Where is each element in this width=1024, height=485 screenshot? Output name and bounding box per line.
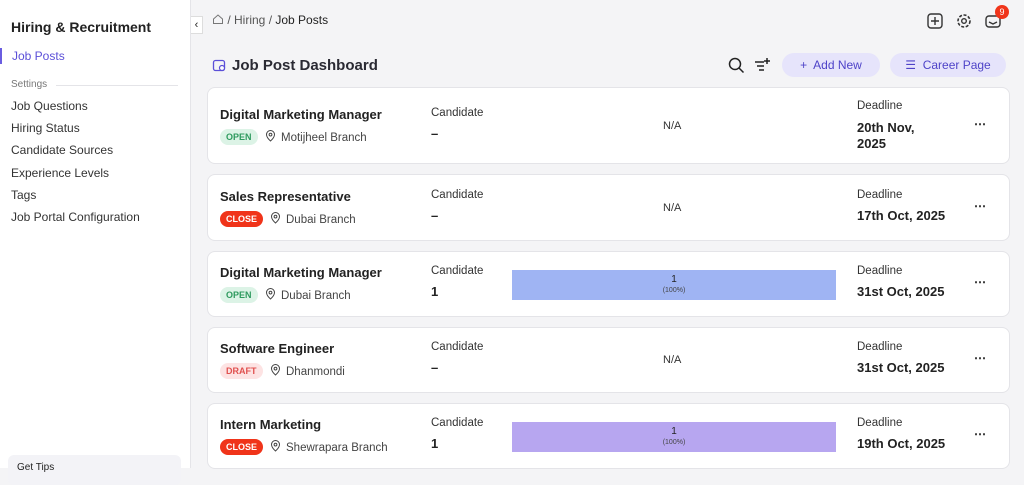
job-card[interactable]: Digital Marketing Manager OPEN Motijheel B… <box>207 87 1010 164</box>
crumb-current: Job Posts <box>275 13 329 27</box>
deadline-date: 19th Oct, 2025 <box>857 436 946 451</box>
deadline-date: 31st Oct, 2025 <box>857 284 945 299</box>
location-text: Motijheel Branch <box>281 131 367 144</box>
location-text: Dubai Branch <box>281 290 351 302</box>
candidate-count: – <box>431 360 439 375</box>
candidate-count: – <box>431 207 439 223</box>
more-menu[interactable]: ⋯ <box>974 351 986 365</box>
notification-badge: 9 <box>995 5 1009 19</box>
deadline-label: Deadline <box>857 417 903 429</box>
deadline-date: 17th Oct, 2025 <box>857 207 946 223</box>
candidate-label: Candidate <box>431 417 484 429</box>
location: Shewrapara Branch <box>270 440 388 454</box>
candidate-count: 1 <box>431 436 439 451</box>
more-menu[interactable]: ⋯ <box>974 116 986 131</box>
nav-item[interactable]: Experience Levels <box>11 165 110 180</box>
more-menu[interactable]: ⋯ <box>974 198 986 213</box>
deadline-label: Deadline <box>857 265 903 277</box>
breadcrumb: / Hiring / Job Posts <box>212 13 328 27</box>
location: Dhanmondi <box>270 364 345 378</box>
job-card[interactable]: Digital Marketing Manager OPEN Dubai Branc… <box>207 251 1010 317</box>
career-page-button[interactable]: ☰ Career Page <box>890 53 1006 77</box>
dashboard-icon <box>212 59 226 72</box>
location-text: Dhanmondi <box>286 366 345 378</box>
job-card[interactable]: Intern Marketing CLOSE Shewrapara Branch Ca… <box>207 403 1010 469</box>
inbox-icon[interactable] <box>984 12 1002 30</box>
sidebar-title: Hiring & Recruitment <box>11 19 152 35</box>
progress-empty: N/A <box>663 119 682 132</box>
location: Dubai Branch <box>270 211 356 226</box>
nav-item[interactable]: Job Questions <box>11 99 88 113</box>
status-badge: OPEN <box>220 287 258 303</box>
crumb[interactable]: Hiring <box>234 13 266 27</box>
search-icon[interactable] <box>728 57 745 74</box>
status-badge: DRAFT <box>220 363 263 379</box>
collapse-button[interactable]: ‹ <box>191 16 203 34</box>
tips-box[interactable]: Get Tips <box>8 455 181 485</box>
more-menu[interactable]: ⋯ <box>974 275 986 289</box>
location: Dubai Branch <box>265 288 351 302</box>
button-label: Add New <box>813 58 862 72</box>
location: Motijheel Branch <box>265 129 367 144</box>
filter-icon[interactable] <box>753 56 771 74</box>
progress-share: (100%) <box>662 287 686 294</box>
candidate-label: Candidate <box>431 106 484 119</box>
candidate-label: Candidate <box>431 265 484 277</box>
nav-item[interactable]: Job Portal Configuration <box>11 210 140 224</box>
progress-empty: N/A <box>663 201 682 214</box>
home-icon[interactable] <box>212 13 224 25</box>
sidebar: Hiring & Recruitment Job Posts Settings … <box>0 0 191 485</box>
add-new-button[interactable]: + Add New <box>782 53 880 77</box>
location-text: Shewrapara Branch <box>286 442 388 454</box>
settings-icon[interactable] <box>955 12 973 30</box>
job-title: Digital Marketing Manager <box>220 265 382 280</box>
job-title: Sales Representative <box>220 188 351 204</box>
job-card[interactable]: Software Engineer DRAFT Dhanmondi Candidate… <box>207 327 1010 393</box>
add-icon[interactable] <box>926 12 944 30</box>
deadline-date: 31st Oct, 2025 <box>857 360 945 375</box>
section-label: Settings <box>11 79 48 90</box>
page-title: Job Post Dashboard <box>232 57 378 74</box>
job-title: Software Engineer <box>220 341 335 356</box>
button-label: Career Page <box>922 58 991 72</box>
candidate-label: Candidate <box>431 341 484 353</box>
divider <box>56 85 178 86</box>
deadline-label: Deadline <box>857 100 903 112</box>
progress-bar: 1 (100%) <box>512 270 836 300</box>
progress-count: 1 <box>671 426 677 437</box>
job-title: Digital Marketing Manager <box>220 106 382 122</box>
more-menu[interactable]: ⋯ <box>974 427 986 441</box>
status-badge: CLOSE <box>220 439 264 455</box>
progress-bar: 1 (100%) <box>512 422 836 452</box>
candidate-count: 1 <box>431 284 439 299</box>
job-title: Intern Marketing <box>220 417 322 432</box>
nav-item-active[interactable]: Job Posts <box>0 48 65 64</box>
progress-empty: N/A <box>663 354 682 366</box>
location-text: Dubai Branch <box>286 213 356 226</box>
status-badge: CLOSE <box>220 210 264 227</box>
status-badge: OPEN <box>220 128 258 145</box>
progress-share: (100%) <box>662 439 686 446</box>
deadline-label: Deadline <box>857 188 903 201</box>
job-card[interactable]: Sales Representative CLOSE Dubai Branch Can… <box>207 174 1010 241</box>
candidate-count: – <box>431 125 439 141</box>
deadline-label: Deadline <box>857 341 903 353</box>
nav-item[interactable]: Hiring Status <box>11 121 80 136</box>
nav-item[interactable]: Candidate Sources <box>11 143 114 158</box>
progress-count: 1 <box>671 274 677 285</box>
deadline-date: 20th Nov, 2025 <box>857 120 915 151</box>
nav-item[interactable]: Tags <box>11 187 37 202</box>
candidate-label: Candidate <box>431 188 484 201</box>
